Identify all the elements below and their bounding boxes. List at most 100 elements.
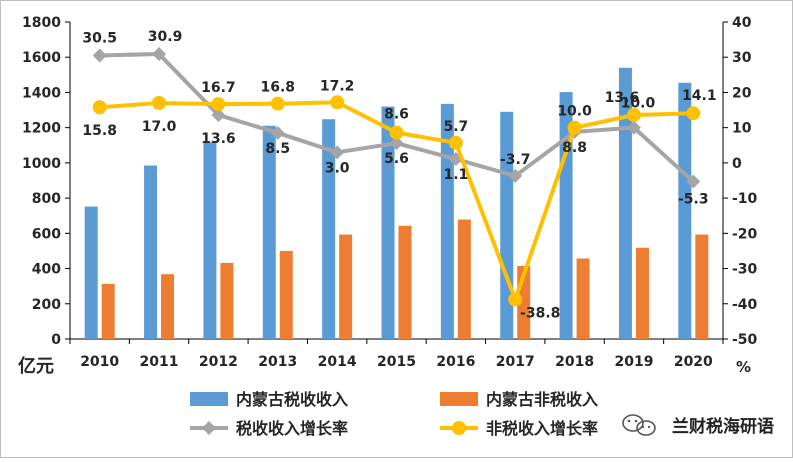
y-right-tick-label: -50 [732,332,758,348]
x-tick-label: 2012 [199,354,238,370]
data-label-nontax-growth: 5.7 [443,119,468,135]
bar-tax [84,206,98,339]
point-nontax-growth [330,95,345,110]
y-right-tick-label: -30 [732,262,758,278]
bar-tax [203,142,217,339]
data-label-tax-growth: 10.0 [621,96,656,112]
point-tax-growth [508,168,523,183]
point-tax-growth [389,136,404,151]
y-right-tick-label: -10 [732,191,758,207]
data-label-nontax-growth: -38.8 [520,306,560,322]
bar-nontax [398,225,412,339]
y-right-unit-label: % [736,358,751,376]
watermark-text: 兰财税海研语 [672,417,774,437]
x-tick-label: 2018 [555,354,594,370]
y-left-tick-label: 1800 [22,15,61,31]
point-nontax-growth [567,120,582,135]
data-label-tax-growth: 5.6 [384,151,409,167]
y-right-tick-label: 40 [732,15,752,31]
y-left-tick-label: 600 [32,226,61,242]
x-tick-label: 2019 [614,354,653,370]
y-right-tick-label: 10 [732,121,752,137]
point-tax-growth [270,125,285,140]
data-label-tax-growth: 1.1 [443,167,468,183]
bar-nontax [457,219,471,339]
y-right-tick-label: 30 [732,50,752,66]
x-tick-label: 2010 [80,354,119,370]
data-label-tax-growth: 3.0 [325,160,350,176]
bar-tax [618,67,632,340]
point-tax-growth [330,145,345,160]
bar-tax [559,92,573,339]
data-label-tax-growth: 13.6 [201,131,236,147]
watermark: 兰财税海研语 [616,410,786,440]
point-tax-growth [626,120,641,135]
bar-nontax [695,234,709,339]
x-tick-label: 2014 [318,354,357,370]
point-nontax-growth [92,100,107,115]
point-nontax-growth [389,125,404,140]
point-nontax-growth [152,96,167,111]
x-tick-label: 2020 [674,354,713,370]
y-right-tick-label: 20 [732,85,752,101]
point-nontax-growth [626,107,641,122]
point-tax-growth [152,47,167,62]
data-label-nontax-growth: 17.2 [320,78,355,94]
point-tax-growth [686,174,701,189]
bar-tax [440,103,454,340]
bar-nontax [339,234,353,339]
data-label-tax-growth: -3.7 [500,152,531,168]
bar-nontax [161,274,175,339]
point-tax-growth [92,48,107,63]
y-left-tick-label: 1200 [22,121,61,137]
data-label-nontax-growth: 16.8 [260,80,295,96]
legend-label-tax-growth: 税收收入增长率 [236,419,348,438]
data-label-tax-growth: 30.9 [148,29,183,45]
legend-marker-tax-growth [202,421,216,435]
data-label-nontax-growth: 15.8 [82,123,117,139]
x-tick-label: 2016 [436,354,475,370]
legend-swatch-tax [190,392,228,406]
data-label-tax-growth: -5.3 [678,192,709,208]
data-label-tax-growth: 8.5 [265,141,290,157]
bar-tax [144,165,158,339]
data-label-nontax-growth: 17.0 [142,119,177,135]
x-tick-label: 2015 [377,354,416,370]
y-left-tick-label: 200 [32,297,61,313]
y-left-tick-label: 1400 [22,85,61,101]
legend-label-nontax-growth: 非税收入增长率 [486,419,598,438]
data-label-tax-growth: 30.5 [82,30,117,46]
x-tick-label: 2011 [140,354,179,370]
y-left-unit-label: 亿元 [18,355,54,377]
bar-tax [381,106,395,340]
point-tax-growth [211,107,226,122]
legend-swatch-nontax [440,392,478,406]
y-left-tick-label: 1000 [22,156,61,172]
y-left-tick-label: 800 [32,191,61,207]
point-nontax-growth [508,292,523,307]
y-left-tick-label: 0 [51,332,61,348]
bar-nontax [220,262,234,339]
data-label-tax-growth: 8.8 [562,140,587,156]
data-label-nontax-growth: 16.7 [201,80,236,96]
bar-nontax [101,283,115,339]
bar-nontax [635,247,649,339]
bar-tax [322,119,336,339]
point-nontax-growth [211,97,226,112]
point-nontax-growth [448,135,463,150]
y-right-tick-label: -20 [732,226,758,242]
x-tick-label: 2013 [258,354,297,370]
data-label-nontax-growth: 14.1 [682,88,717,104]
bar-nontax [279,250,293,339]
point-nontax-growth [686,106,701,121]
wechat-logo-icon [622,414,656,436]
y-right-tick-label: 0 [732,156,742,172]
y-left-tick-label: 400 [32,262,61,278]
data-label-nontax-growth: 13.6 [605,90,640,106]
bar-tax [678,82,692,339]
legend-label-nontax: 内蒙古非税收入 [486,390,598,409]
data-label-nontax-growth: 8.6 [384,107,409,123]
